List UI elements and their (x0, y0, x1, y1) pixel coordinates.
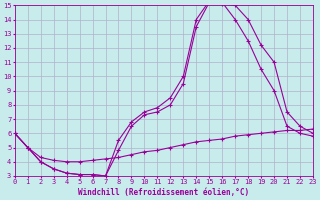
X-axis label: Windchill (Refroidissement éolien,°C): Windchill (Refroidissement éolien,°C) (78, 188, 249, 197)
